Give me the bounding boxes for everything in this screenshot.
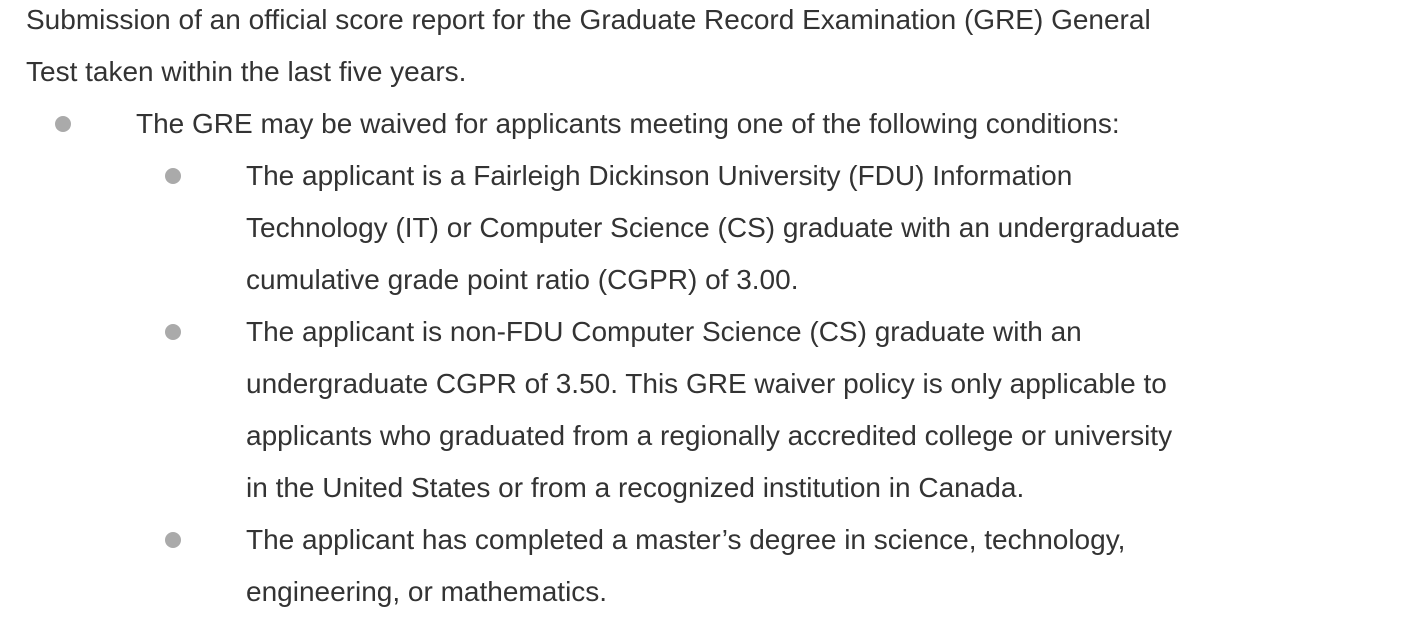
list-item-condition-masters: The applicant has completed a master’s d… — [0, 514, 1426, 618]
list-item-condition-fdu: The applicant is a Fairleigh Dickinson U… — [0, 150, 1426, 306]
bullet-icon — [165, 324, 181, 340]
bullet-icon — [55, 116, 71, 132]
text-line: The applicant has completed a master’s d… — [246, 524, 1126, 555]
text-line: applicants who graduated from a regional… — [246, 420, 1173, 451]
text-line: Submission of an official score report f… — [26, 4, 1151, 35]
bullet-icon — [165, 168, 181, 184]
text-line: The applicant is non-FDU Computer Scienc… — [246, 316, 1082, 347]
intro-paragraph: Submission of an official score report f… — [0, 0, 1426, 98]
text-line: in the United States or from a recognize… — [246, 472, 1025, 503]
text-line: The applicant is a Fairleigh Dickinson U… — [246, 160, 1073, 191]
text-line: The GRE may be waived for applicants mee… — [136, 108, 1120, 139]
bullet-icon — [165, 532, 181, 548]
text-line: Test taken within the last five years. — [26, 56, 467, 87]
text-line: Technology (IT) or Computer Science (CS)… — [246, 212, 1180, 243]
text-line: cumulative grade point ratio (CGPR) of 3… — [246, 264, 799, 295]
list-item-gre-waiver: The GRE may be waived for applicants mee… — [0, 98, 1426, 150]
text-line: engineering, or mathematics. — [246, 576, 608, 607]
text-line: undergraduate CGPR of 3.50. This GRE wai… — [246, 368, 1167, 399]
list-item-condition-non-fdu: The applicant is non-FDU Computer Scienc… — [0, 306, 1426, 514]
